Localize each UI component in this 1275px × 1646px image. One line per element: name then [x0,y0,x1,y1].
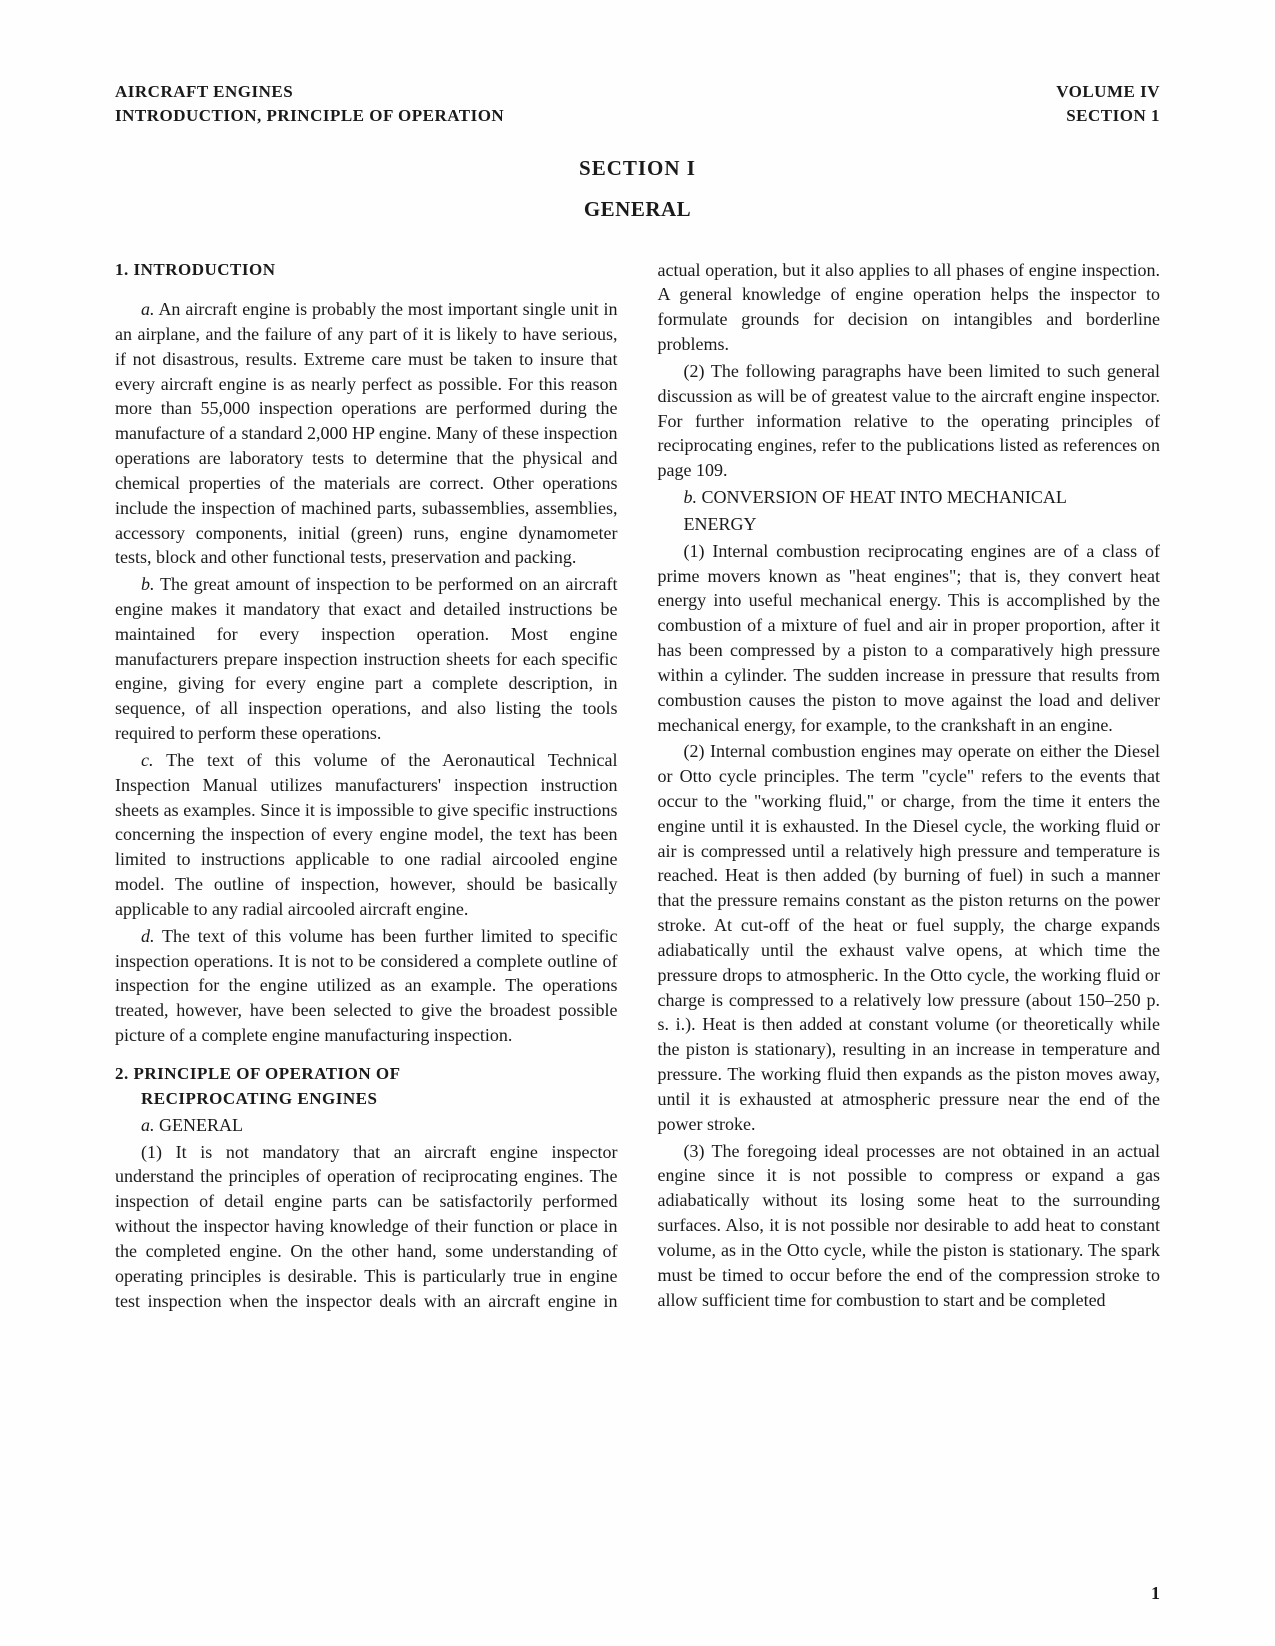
section-general-title: GENERAL [115,197,1160,222]
subhead-conversion-l1-text: CONVERSION OF HEAT INTO MECHANICAL [702,487,1067,507]
header-left: AIRCRAFT ENGINES INTRODUCTION, PRINCIPLE… [115,80,504,128]
header-title-line1: AIRCRAFT ENGINES [115,80,504,104]
heading-principle-l1: 2. PRINCIPLE OF OPERATION OF [115,1062,618,1085]
page-number: 1 [1151,1583,1160,1604]
body-columns: 1. INTRODUCTION a. An aircraft engine is… [115,258,1160,1314]
para-1a-text: An aircraft engine is probably the most … [115,299,618,567]
header-volume: VOLUME IV [1056,80,1160,104]
para-1b: b. The great amount of inspection to be … [115,572,618,746]
para-1d: d. The text of this volume has been furt… [115,924,618,1048]
para-2b2: (2) Internal combustion engines may oper… [658,739,1161,1136]
header-right: VOLUME IV SECTION 1 [1056,80,1160,128]
header-title-line2: INTRODUCTION, PRINCIPLE OF OPERATION [115,104,504,128]
header-section: SECTION 1 [1056,104,1160,128]
section-number-title: SECTION I [115,156,1160,181]
subhead-general-text: GENERAL [159,1115,243,1135]
para-1a: a. An aircraft engine is probably the mo… [115,297,618,570]
subhead-general: a. GENERAL [115,1113,618,1138]
running-header: AIRCRAFT ENGINES INTRODUCTION, PRINCIPLE… [115,80,1160,128]
heading-principle-l2: RECIPROCATING ENGINES [141,1087,618,1110]
heading-introduction: 1. INTRODUCTION [115,258,618,281]
para-2a2: (2) The following paragraphs have been l… [658,359,1161,483]
subhead-conversion-l1: b. CONVERSION OF HEAT INTO MECHANICAL [658,485,1161,510]
para-2b1: (1) Internal combustion reciprocating en… [658,539,1161,738]
subhead-conversion-l2: ENERGY [684,512,1161,537]
document-page: AIRCRAFT ENGINES INTRODUCTION, PRINCIPLE… [0,0,1275,1646]
para-1d-text: The text of this volume has been further… [115,926,618,1045]
para-1c-text: The text of this volume of the Aeronauti… [115,750,618,919]
para-1c: c. The text of this volume of the Aerona… [115,748,618,922]
para-1b-text: The great amount of inspection to be per… [115,574,618,743]
para-2b3: (3) The foregoing ideal processes are no… [658,1139,1161,1313]
